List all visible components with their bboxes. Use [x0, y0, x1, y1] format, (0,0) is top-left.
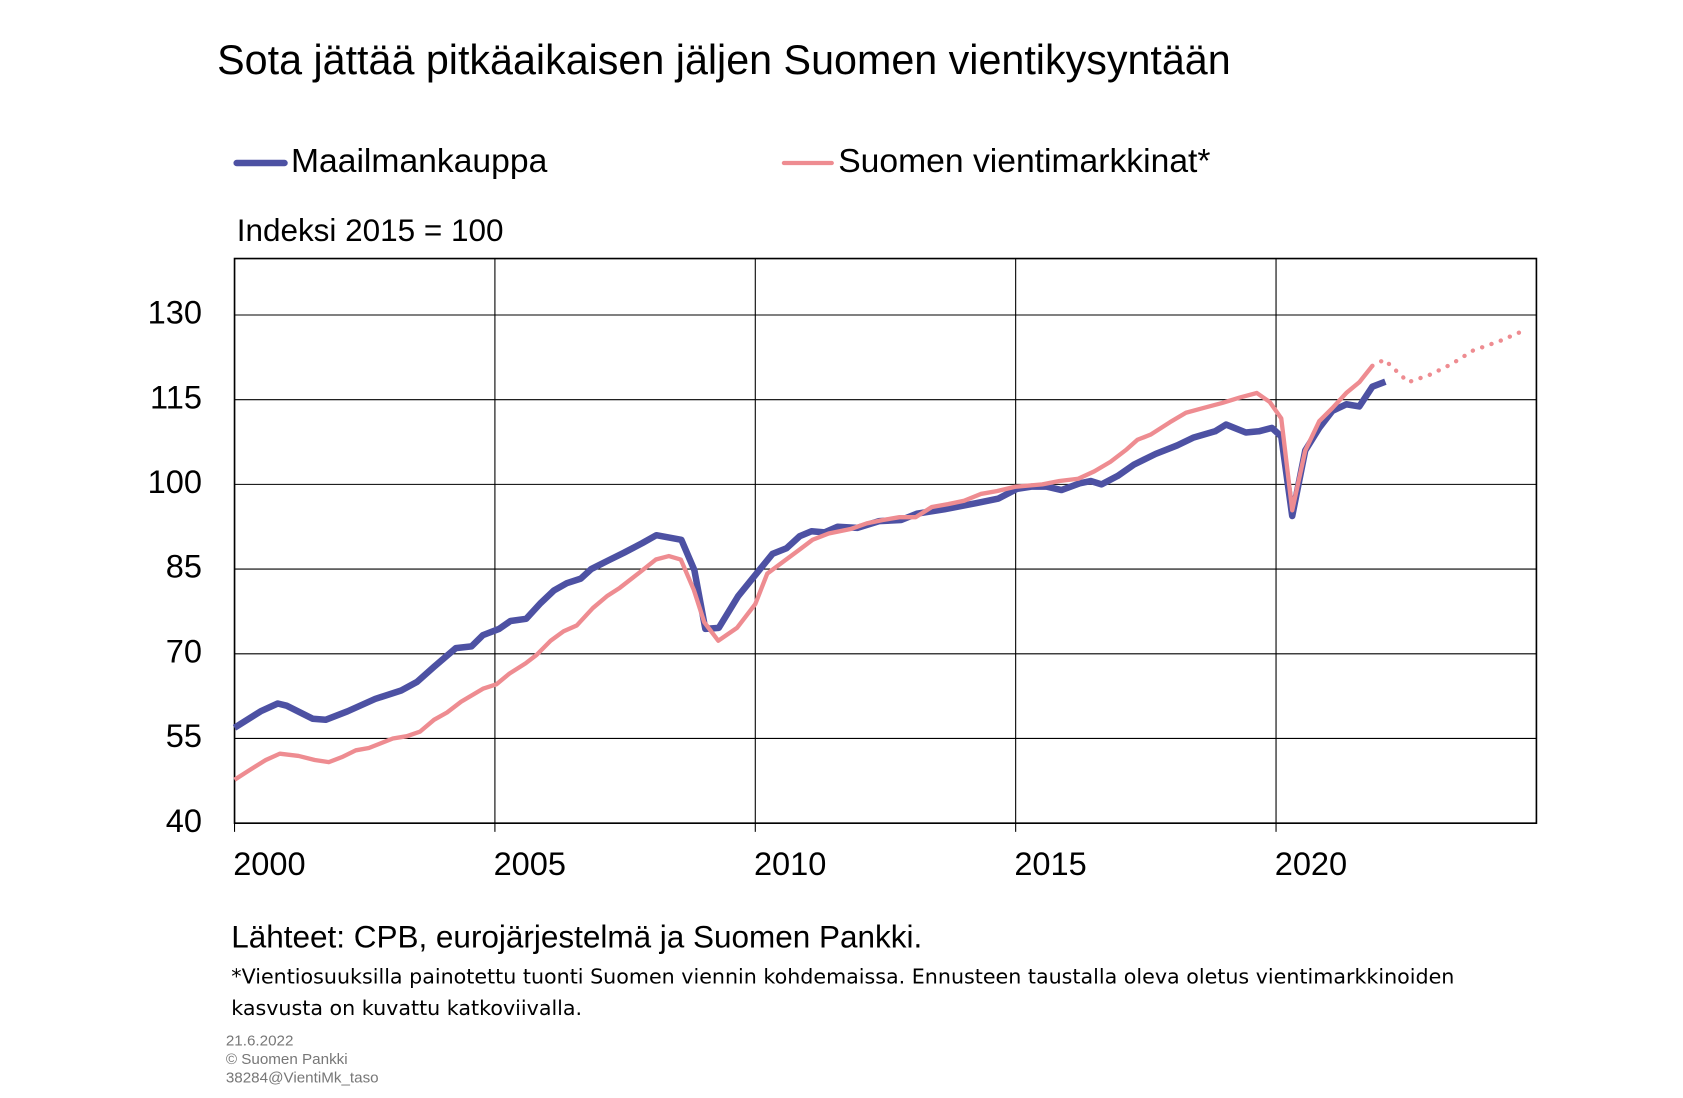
y-tick-label: 40	[166, 803, 202, 839]
footnote: kasvusta on kuvattu katkoviivalla.	[231, 996, 582, 1020]
y-axis-label: Indeksi 2015 = 100	[237, 213, 504, 248]
data-line	[232, 378, 1387, 731]
y-tick-label: 85	[166, 549, 202, 585]
footer: © Suomen Pankki	[226, 1051, 348, 1068]
footnote: *Vientiosuuksilla painotettu tuonti Suom…	[231, 964, 1454, 988]
y-tick-label: 100	[148, 464, 202, 500]
legend-label: Maailmankauppa	[291, 143, 548, 180]
chart-title: Sota jättää pitkäaikaisen jäljen Suomen …	[217, 37, 1231, 83]
x-tick-label: 2010	[754, 846, 826, 882]
x-tick-label: 2005	[494, 846, 566, 882]
data-line	[233, 364, 1375, 782]
data-line	[1370, 326, 1530, 385]
plot-frame	[233, 257, 1538, 824]
y-tick-label: 115	[150, 379, 202, 415]
y-tick-label: 70	[166, 633, 202, 669]
x-tick-label: 2000	[233, 846, 305, 882]
x-tick-label: 2015	[1014, 846, 1086, 882]
y-tick-label: 55	[166, 718, 202, 754]
source: Lähteet: CPB, eurojärjestelmä ja Suomen …	[231, 920, 922, 955]
legend-label: Suomen vientimarkkinat*	[838, 143, 1210, 180]
y-tick-label: 130	[148, 295, 202, 331]
footer: 38284@VientiMk_taso	[226, 1069, 379, 1086]
footer: 21.6.2022	[226, 1032, 294, 1049]
x-tick-label: 2020	[1275, 846, 1347, 882]
